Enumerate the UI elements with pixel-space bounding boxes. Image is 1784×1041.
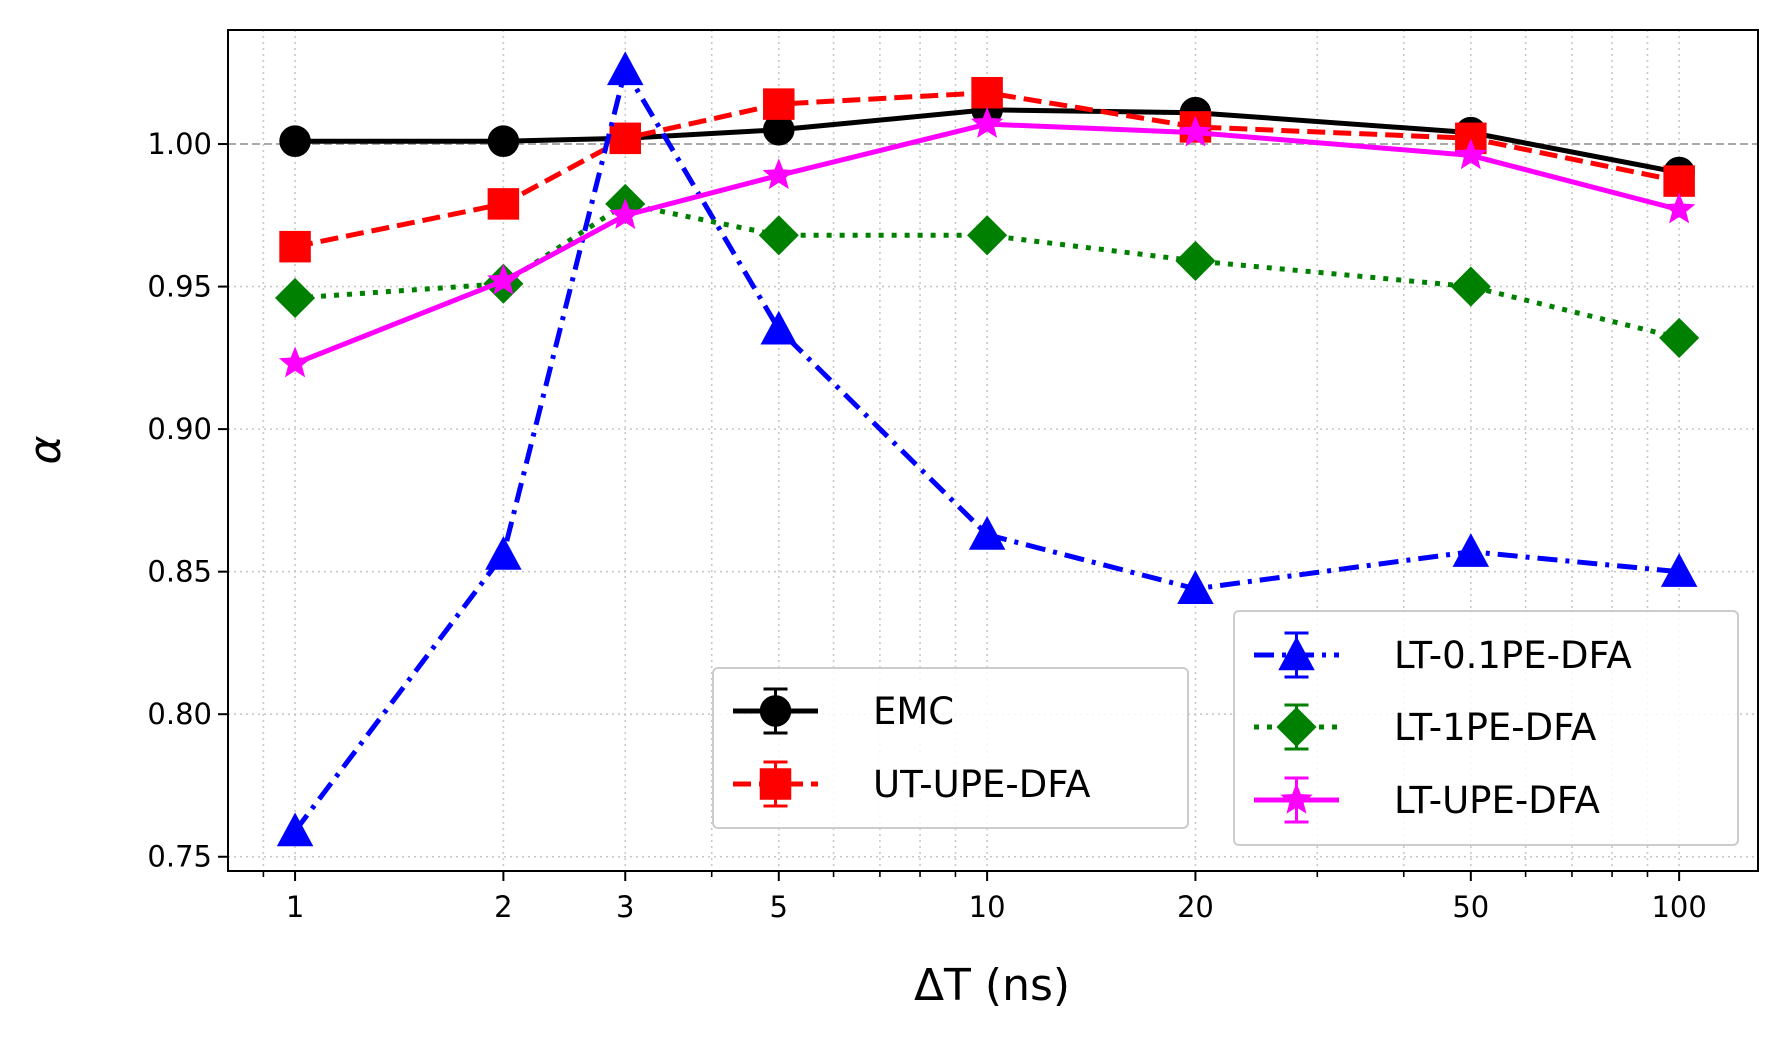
legend-entry: LT-1PE-DFA xyxy=(1254,703,1596,751)
data-point xyxy=(763,88,795,120)
data-point xyxy=(609,198,642,230)
data-point xyxy=(278,346,312,378)
data-point xyxy=(276,812,314,847)
data-point xyxy=(485,535,522,570)
y-axis-label: α xyxy=(20,435,71,464)
y-tick-label: 0.75 xyxy=(147,840,212,874)
y-tick-label: 0.95 xyxy=(147,270,212,304)
series-line xyxy=(294,90,1680,250)
data-point xyxy=(967,215,1008,256)
data-point xyxy=(1450,266,1491,307)
series-lt-1pe-dfa xyxy=(275,183,1700,358)
data-point xyxy=(762,158,795,190)
data-point xyxy=(487,125,520,157)
data-point xyxy=(1177,570,1214,604)
x-tick-label: 20 xyxy=(1177,890,1214,924)
data-point xyxy=(1660,553,1698,587)
data-point xyxy=(1659,317,1700,358)
legend-marker xyxy=(759,768,792,800)
series-lt-0-1pe-dfa xyxy=(276,51,1698,847)
y-tick-label: 1.00 xyxy=(147,127,212,161)
data-point xyxy=(609,122,642,155)
legend-box xyxy=(712,667,1189,829)
series-lt-upe-dfa xyxy=(278,107,1696,378)
y-tick-label: 0.80 xyxy=(147,697,212,731)
data-point xyxy=(760,310,798,345)
legend-marker xyxy=(1280,782,1313,814)
data-point xyxy=(758,215,799,256)
legend-bottom-right: LT-0.1PE-DFA LT-1PE-DFA LT-UPE-DFA xyxy=(1233,610,1739,846)
x-tick-label: 100 xyxy=(1651,890,1706,924)
series-layer xyxy=(275,51,1700,847)
data-point xyxy=(606,51,644,86)
data-point xyxy=(1175,240,1216,281)
x-tick-label: 2 xyxy=(494,890,512,924)
legend-label: UT-UPE-DFA xyxy=(873,763,1090,806)
data-point xyxy=(1452,533,1490,567)
series-line xyxy=(295,107,1680,175)
legend-label: LT-0.1PE-DFA xyxy=(1394,634,1632,677)
legend-entry: UT-UPE-DFA xyxy=(733,760,1090,808)
series-line xyxy=(294,201,1680,341)
grid xyxy=(228,30,1758,871)
data-point xyxy=(279,230,311,263)
data-point xyxy=(279,125,311,157)
data-point xyxy=(968,516,1006,550)
x-tick-label: 10 xyxy=(969,890,1006,924)
legend-marker xyxy=(759,695,792,727)
data-point xyxy=(970,107,1004,138)
legend-label: LT-1PE-DFA xyxy=(1394,706,1596,749)
legend-entry: EMC xyxy=(733,687,954,735)
legend-box xyxy=(1233,610,1739,846)
data-point xyxy=(487,263,520,295)
data-point xyxy=(487,188,520,220)
plot-frame xyxy=(227,29,1759,872)
y-tick-label: 0.90 xyxy=(147,412,212,446)
series-line xyxy=(294,121,1680,366)
legend-bottom-center: EMC UT-UPE-DFA xyxy=(712,667,1189,829)
legends: EMC UT-UPE-DFA LT-0.1PE-DFA LT-1PE-DFA LT-UP… xyxy=(712,610,1739,846)
data-point xyxy=(1662,192,1696,224)
axes: 1 2 3 5 10 20 50 100 0.75 0.80 0.85 0.90 0.95 1.00 xyxy=(147,127,1706,924)
legend-marker xyxy=(1278,636,1315,671)
data-point xyxy=(1663,165,1695,197)
legend-entry: LT-UPE-DFA xyxy=(1254,776,1600,824)
x-axis-label: ΔT (ns) xyxy=(914,960,1070,1011)
data-point xyxy=(971,76,1003,109)
y-tick-label: 0.85 xyxy=(147,555,212,589)
x-tick-label: 5 xyxy=(770,890,788,924)
legend-entry: LT-0.1PE-DFA xyxy=(1254,631,1632,679)
data-point xyxy=(1454,138,1488,170)
series-line xyxy=(293,67,1680,833)
legend-label: LT-UPE-DFA xyxy=(1394,779,1600,822)
legend-label: EMC xyxy=(873,690,954,733)
legend-marker xyxy=(1276,706,1317,748)
x-tick-label: 50 xyxy=(1452,890,1489,924)
x-tick-label: 1 xyxy=(286,890,304,924)
x-tick-label: 3 xyxy=(616,890,634,924)
data-point xyxy=(275,277,316,319)
data-point xyxy=(1179,115,1212,147)
